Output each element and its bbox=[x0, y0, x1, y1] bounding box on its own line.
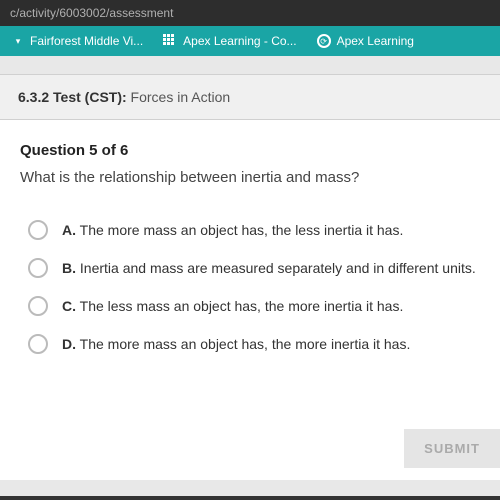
bookmark-label: Apex Learning - Co... bbox=[183, 34, 296, 48]
test-type: Test (CST): bbox=[53, 89, 127, 105]
submit-button[interactable]: SUBMIT bbox=[404, 429, 500, 468]
radio-icon bbox=[28, 220, 48, 240]
question-number: Question 5 of 6 bbox=[20, 142, 480, 159]
refresh-icon: ⟳ bbox=[317, 34, 331, 48]
radio-icon bbox=[28, 258, 48, 278]
options-list: A. The more mass an object has, the less… bbox=[20, 220, 480, 354]
bookmarks-bar: ▾ Fairforest Middle Vi... Apex Learning … bbox=[0, 26, 500, 56]
option-a[interactable]: A. The more mass an object has, the less… bbox=[28, 220, 480, 240]
grid-icon bbox=[163, 34, 177, 48]
option-text: A. The more mass an object has, the less… bbox=[62, 222, 403, 238]
browser-address-bar: c/activity/6003002/assessment bbox=[0, 0, 500, 26]
option-b[interactable]: B. Inertia and mass are measured separat… bbox=[28, 258, 480, 278]
option-text: B. Inertia and mass are measured separat… bbox=[62, 260, 476, 276]
question-card: Question 5 of 6 What is the relationship… bbox=[0, 120, 500, 480]
test-header: 6.3.2 Test (CST): Forces in Action bbox=[0, 74, 500, 120]
radio-icon bbox=[28, 296, 48, 316]
bookmark-apex-learning[interactable]: ⟳ Apex Learning bbox=[317, 34, 414, 48]
question-text: What is the relationship between inertia… bbox=[20, 169, 480, 186]
content-area: 6.3.2 Test (CST): Forces in Action Quest… bbox=[0, 56, 500, 496]
radio-icon bbox=[28, 334, 48, 354]
bookmark-fairforest[interactable]: ▾ Fairforest Middle Vi... bbox=[10, 34, 143, 48]
option-c[interactable]: C. The less mass an object has, the more… bbox=[28, 296, 480, 316]
bookmark-label: Apex Learning bbox=[337, 34, 414, 48]
url-text: c/activity/6003002/assessment bbox=[10, 6, 173, 20]
option-text: C. The less mass an object has, the more… bbox=[62, 298, 403, 314]
site-icon: ▾ bbox=[10, 34, 24, 48]
test-number: 6.3.2 bbox=[18, 89, 49, 105]
option-d[interactable]: D. The more mass an object has, the more… bbox=[28, 334, 480, 354]
bookmark-apex-courses[interactable]: Apex Learning - Co... bbox=[163, 34, 296, 48]
bookmark-label: Fairforest Middle Vi... bbox=[30, 34, 143, 48]
test-title: Forces in Action bbox=[131, 89, 231, 105]
option-text: D. The more mass an object has, the more… bbox=[62, 336, 410, 352]
